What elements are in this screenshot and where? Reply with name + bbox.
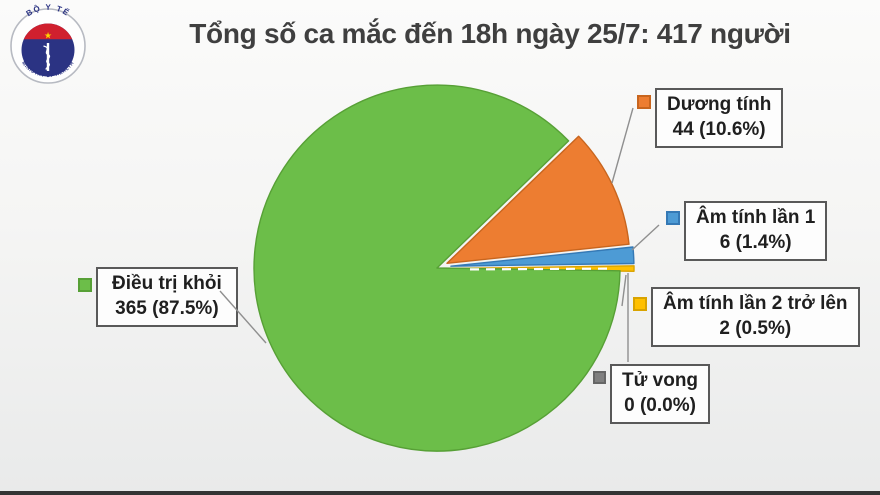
yellow-slice-dash-detail [469, 267, 613, 271]
callout-am-tinh-lan-2: Âm tính lần 2 trở lên 2 (0.5%) [633, 287, 860, 347]
ministry-of-health-logo: ★ BỘ Y TẾ MINISTRY OF HEALTH [10, 3, 86, 84]
callout-tu-vong: Tử vong 0 (0.0%) [593, 364, 711, 424]
pie-slice-duong-tinh [446, 135, 630, 264]
chart-title: Tổng số ca mắc đến 18h ngày 25/7: 417 ng… [189, 18, 791, 49]
legend-marker-duong-tinh [637, 95, 651, 109]
slide-bottom-edge [0, 491, 880, 495]
slice-value: 2 (0.5%) [719, 318, 792, 339]
slice-value: 0 (0.0%) [624, 395, 696, 416]
logo-snake-icon [43, 45, 51, 71]
slice-value: 6 (1.4%) [719, 232, 792, 253]
slice-label: Âm tính lần 2 trở lên [663, 293, 848, 314]
callout-am-tinh-lan-1: Âm tính lần 1 6 (1.4%) [666, 201, 828, 261]
callout-box: Âm tính lần 2 trở lên 2 (0.5%) [651, 287, 860, 347]
slice-label: Âm tính lần 1 [696, 207, 816, 228]
callout-box: Âm tính lần 1 6 (1.4%) [684, 201, 828, 261]
logo-star-icon: ★ [44, 31, 52, 41]
legend-marker-am-tinh-lan-1 [666, 211, 680, 225]
slice-label: Dương tính [667, 94, 772, 115]
legend-marker-am-tinh-lan-2 [633, 297, 647, 311]
callout-box: Tử vong 0 (0.0%) [610, 364, 711, 424]
slice-label: Tử vong [622, 370, 699, 391]
slice-label: Điều trị khỏi [112, 273, 222, 294]
slice-value: 365 (87.5%) [115, 298, 219, 319]
legend-marker-tu-vong [593, 371, 606, 384]
logo-red-band [23, 23, 73, 40]
callout-box: Dương tính 44 (10.6%) [655, 88, 784, 148]
callout-duong-tinh: Dương tính 44 (10.6%) [637, 88, 784, 148]
legend-marker-dieu-tri-khoi [78, 278, 92, 292]
slice-value: 44 (10.6%) [672, 119, 766, 140]
callout-box: Điều trị khỏi 365 (87.5%) [96, 267, 238, 327]
callout-dieu-tri-khoi: Điều trị khỏi 365 (87.5%) [78, 267, 238, 327]
pie-slice-dieu-tri-khoi [253, 84, 621, 452]
